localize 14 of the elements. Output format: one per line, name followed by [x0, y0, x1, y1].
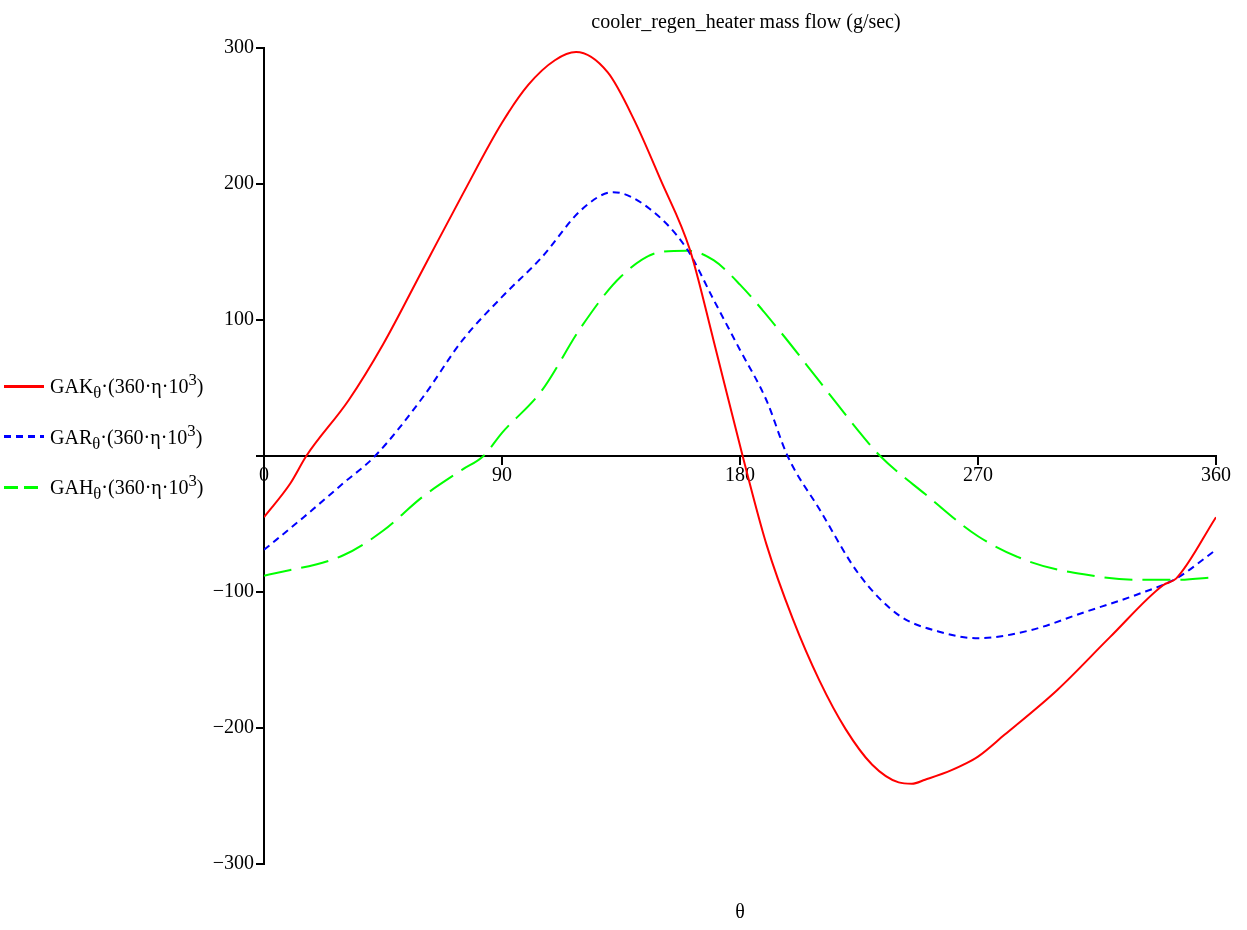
x-tick-label: 270	[963, 463, 993, 486]
x-tick-label: 90	[492, 463, 512, 486]
legend-label: GAK$_{θ}$·(360·η·10$^{3}$)	[50, 370, 204, 403]
legend-label: GAR$_{θ}$·(360·η·10$^{3}$)	[50, 420, 203, 454]
y-tick-label: 100	[224, 307, 254, 330]
y-tick-label: 200	[224, 171, 254, 194]
chart-title: cooler_regen_heater mass flow (g/sec)	[591, 10, 901, 33]
x-tick-label: 360	[1201, 463, 1231, 486]
legend-label: GAH$_{θ}$·(360·η·10$^{3}$)	[50, 471, 204, 504]
y-tick-label: 300	[224, 35, 254, 58]
y-tick-label: −300	[212, 851, 254, 874]
y-tick-label: −100	[212, 579, 254, 602]
x-axis-title: θ	[735, 900, 745, 922]
y-tick-label: −200	[212, 715, 254, 738]
